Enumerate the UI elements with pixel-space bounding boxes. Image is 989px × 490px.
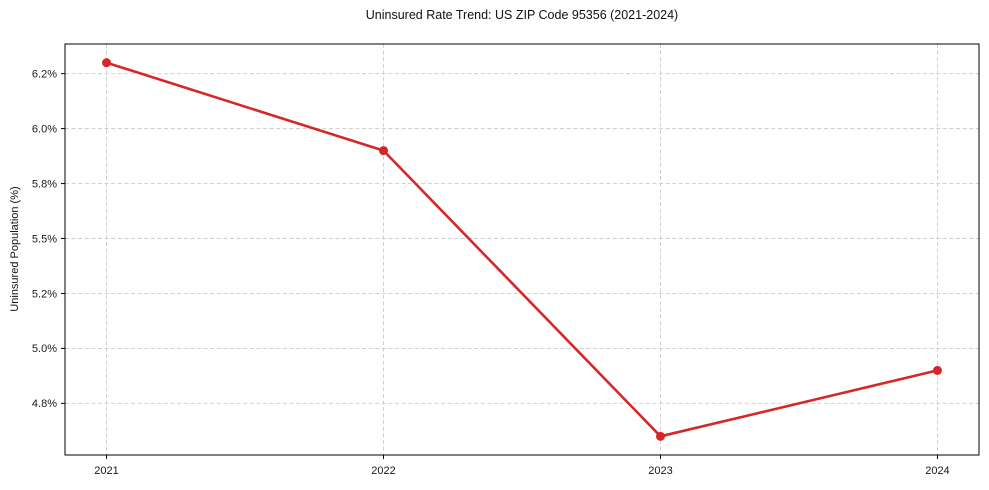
x-tick-label: 2022 xyxy=(371,465,395,477)
x-tick-label: 2023 xyxy=(648,465,672,477)
x-tick-label: 2021 xyxy=(94,465,118,477)
chart-title: Uninsured Rate Trend: US ZIP Code 95356 … xyxy=(365,8,679,22)
y-tick-label: 5.8% xyxy=(32,178,57,190)
series-line xyxy=(105,61,939,438)
y-tick-label: 6.0% xyxy=(32,123,57,135)
x-tick-label: 2024 xyxy=(925,465,949,477)
y-tick-label: 5.5% xyxy=(32,233,57,245)
data-point xyxy=(655,431,665,441)
y-tick-label: 5.2% xyxy=(32,288,57,300)
data-point xyxy=(102,58,112,68)
y-tick-label: 6.2% xyxy=(32,68,57,80)
y-tick-label: 5.0% xyxy=(32,343,57,355)
data-point xyxy=(932,365,942,375)
y-tick-label: 4.8% xyxy=(32,398,57,410)
plot-border xyxy=(64,43,980,456)
data-point xyxy=(379,146,389,156)
